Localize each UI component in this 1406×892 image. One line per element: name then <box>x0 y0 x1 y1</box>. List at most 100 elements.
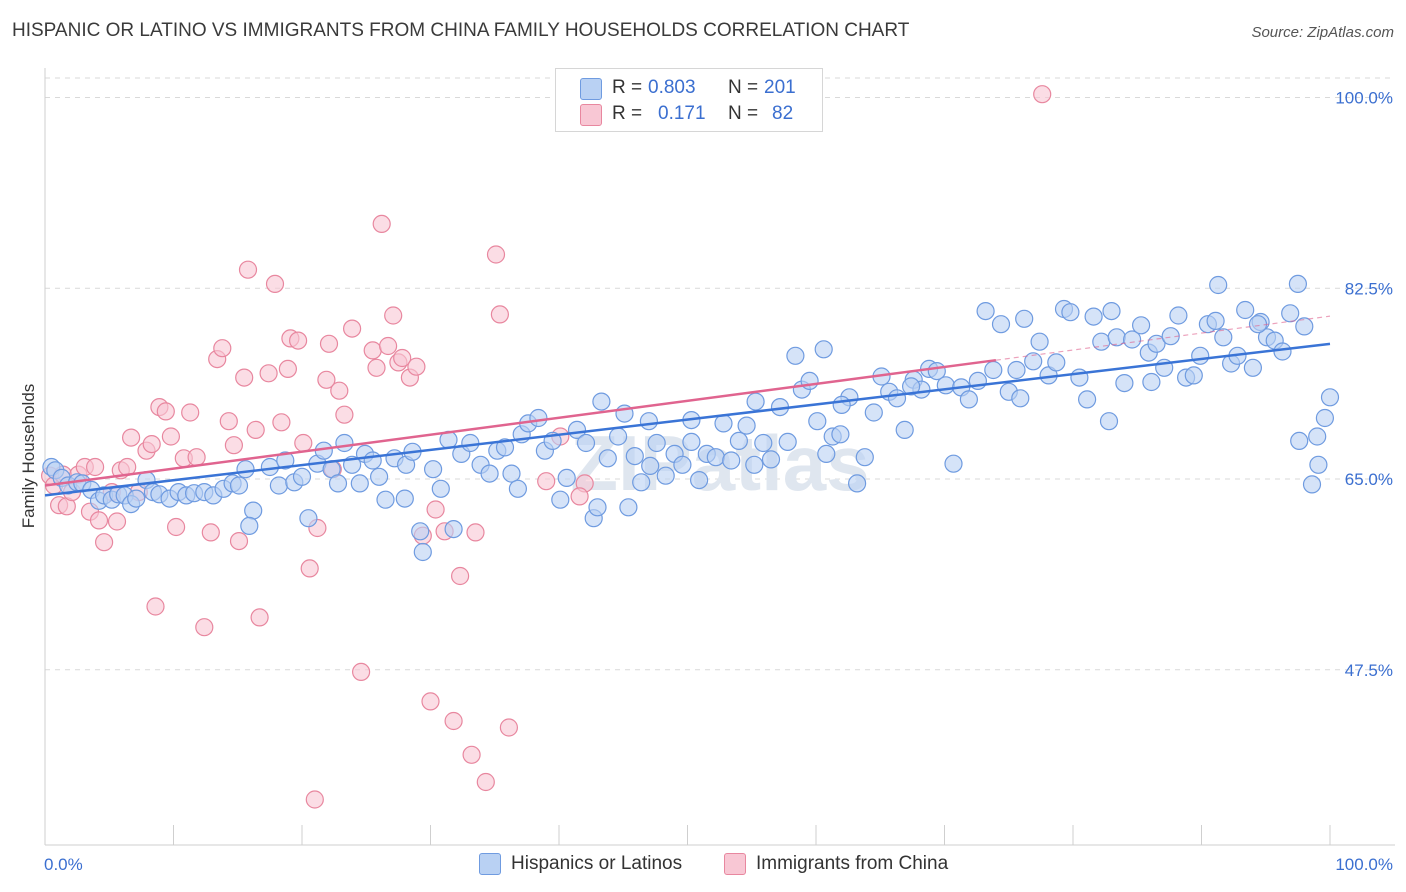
point-china <box>229 531 249 551</box>
point-hispanic <box>745 455 764 474</box>
point-hispanic <box>641 456 660 475</box>
point-china <box>570 487 589 506</box>
point-hispanic <box>1308 427 1327 446</box>
point-hispanic <box>495 438 515 457</box>
point-hispanic <box>502 464 521 483</box>
point-hispanic <box>1309 455 1328 474</box>
bottom-legend-label: Immigrants from China <box>756 853 949 874</box>
point-china <box>352 662 371 682</box>
point-china <box>363 341 382 360</box>
chart-title: HISPANIC OR LATINO VS IMMIGRANTS FROM CH… <box>12 20 910 41</box>
point-china <box>195 618 214 637</box>
point-china <box>278 359 297 378</box>
point-hispanic <box>328 474 348 493</box>
point-hispanic <box>1047 353 1066 372</box>
legend-n-label: N = <box>728 77 759 98</box>
point-hispanic <box>592 392 611 411</box>
point-china <box>259 364 278 383</box>
trendline-hispanic <box>44 342 1331 497</box>
point-china <box>161 427 180 446</box>
point-hispanic <box>1206 311 1225 330</box>
point-hispanic <box>1122 330 1142 349</box>
point-hispanic <box>431 479 450 498</box>
point-china <box>167 517 186 537</box>
point-hispanic <box>395 489 414 508</box>
point-china <box>537 472 556 491</box>
point-china <box>246 420 265 439</box>
point-hispanic <box>1209 275 1228 295</box>
point-hispanic <box>1011 389 1030 408</box>
point-hispanic <box>991 315 1011 334</box>
point-hispanic <box>1214 328 1233 347</box>
point-hispanic <box>976 302 995 321</box>
point-hispanic <box>1290 431 1309 450</box>
point-hispanic <box>292 467 312 486</box>
point-hispanic <box>1024 352 1043 371</box>
legend-n-label: N = <box>728 103 759 124</box>
point-china <box>300 559 319 578</box>
point-hispanic <box>557 468 576 487</box>
trendline-china-extension <box>995 315 1331 361</box>
point-china <box>407 357 426 376</box>
point-china <box>444 711 463 731</box>
point-hispanic <box>887 389 907 408</box>
point-hispanic <box>269 476 288 495</box>
point-hispanic <box>1131 316 1151 335</box>
point-hispanic <box>1061 303 1080 322</box>
point-hispanic <box>1102 302 1121 321</box>
point-china <box>462 745 481 764</box>
point-china <box>142 435 161 454</box>
point-china <box>379 336 398 356</box>
point-hispanic <box>706 448 725 467</box>
point-china <box>219 412 238 431</box>
point-hispanic <box>127 489 146 508</box>
point-hispanic <box>1273 342 1292 361</box>
point-china <box>466 523 485 542</box>
point-hispanic <box>689 471 709 490</box>
point-hispanic <box>754 433 773 453</box>
point-hispanic <box>814 340 833 359</box>
point-hispanic <box>240 516 259 536</box>
point-hispanic <box>984 360 1003 380</box>
point-hispanic <box>1115 374 1134 393</box>
point-china <box>343 319 362 338</box>
point-hispanic <box>673 455 692 474</box>
point-hispanic <box>1248 315 1268 334</box>
point-hispanic <box>729 431 749 450</box>
point-china <box>89 511 109 530</box>
legend-swatch-pink <box>580 104 602 126</box>
point-china <box>305 790 324 809</box>
point-china <box>335 405 354 424</box>
legend-r-value: 0.803 <box>648 77 696 98</box>
point-china <box>187 448 206 467</box>
point-hispanic <box>1281 304 1300 323</box>
bottom-legend-swatch-blue <box>479 853 501 875</box>
point-hispanic <box>335 433 354 453</box>
point-hispanic <box>576 433 596 453</box>
point-hispanic <box>959 390 979 409</box>
point-hispanic <box>808 412 827 431</box>
point-china <box>384 306 403 325</box>
point-china <box>94 533 114 552</box>
point-hispanic <box>817 444 836 463</box>
point-hispanic <box>682 432 701 451</box>
point-china <box>393 348 412 368</box>
point-hispanic <box>936 376 955 395</box>
point-china <box>235 368 254 387</box>
point-china <box>289 331 308 350</box>
point-hispanic <box>508 479 528 498</box>
point-china <box>265 274 285 293</box>
point-hispanic <box>244 501 263 520</box>
point-hispanic <box>656 466 675 485</box>
point-hispanic <box>370 467 389 486</box>
point-hispanic <box>901 377 921 396</box>
point-hispanic <box>722 451 741 470</box>
legend-r-label: R = <box>612 77 643 98</box>
point-hispanic <box>855 448 874 467</box>
point-hispanic <box>276 451 295 470</box>
point-china <box>294 433 313 453</box>
bottom-legend-swatch-pink <box>724 853 746 875</box>
point-china <box>330 381 349 400</box>
point-china <box>421 692 440 711</box>
